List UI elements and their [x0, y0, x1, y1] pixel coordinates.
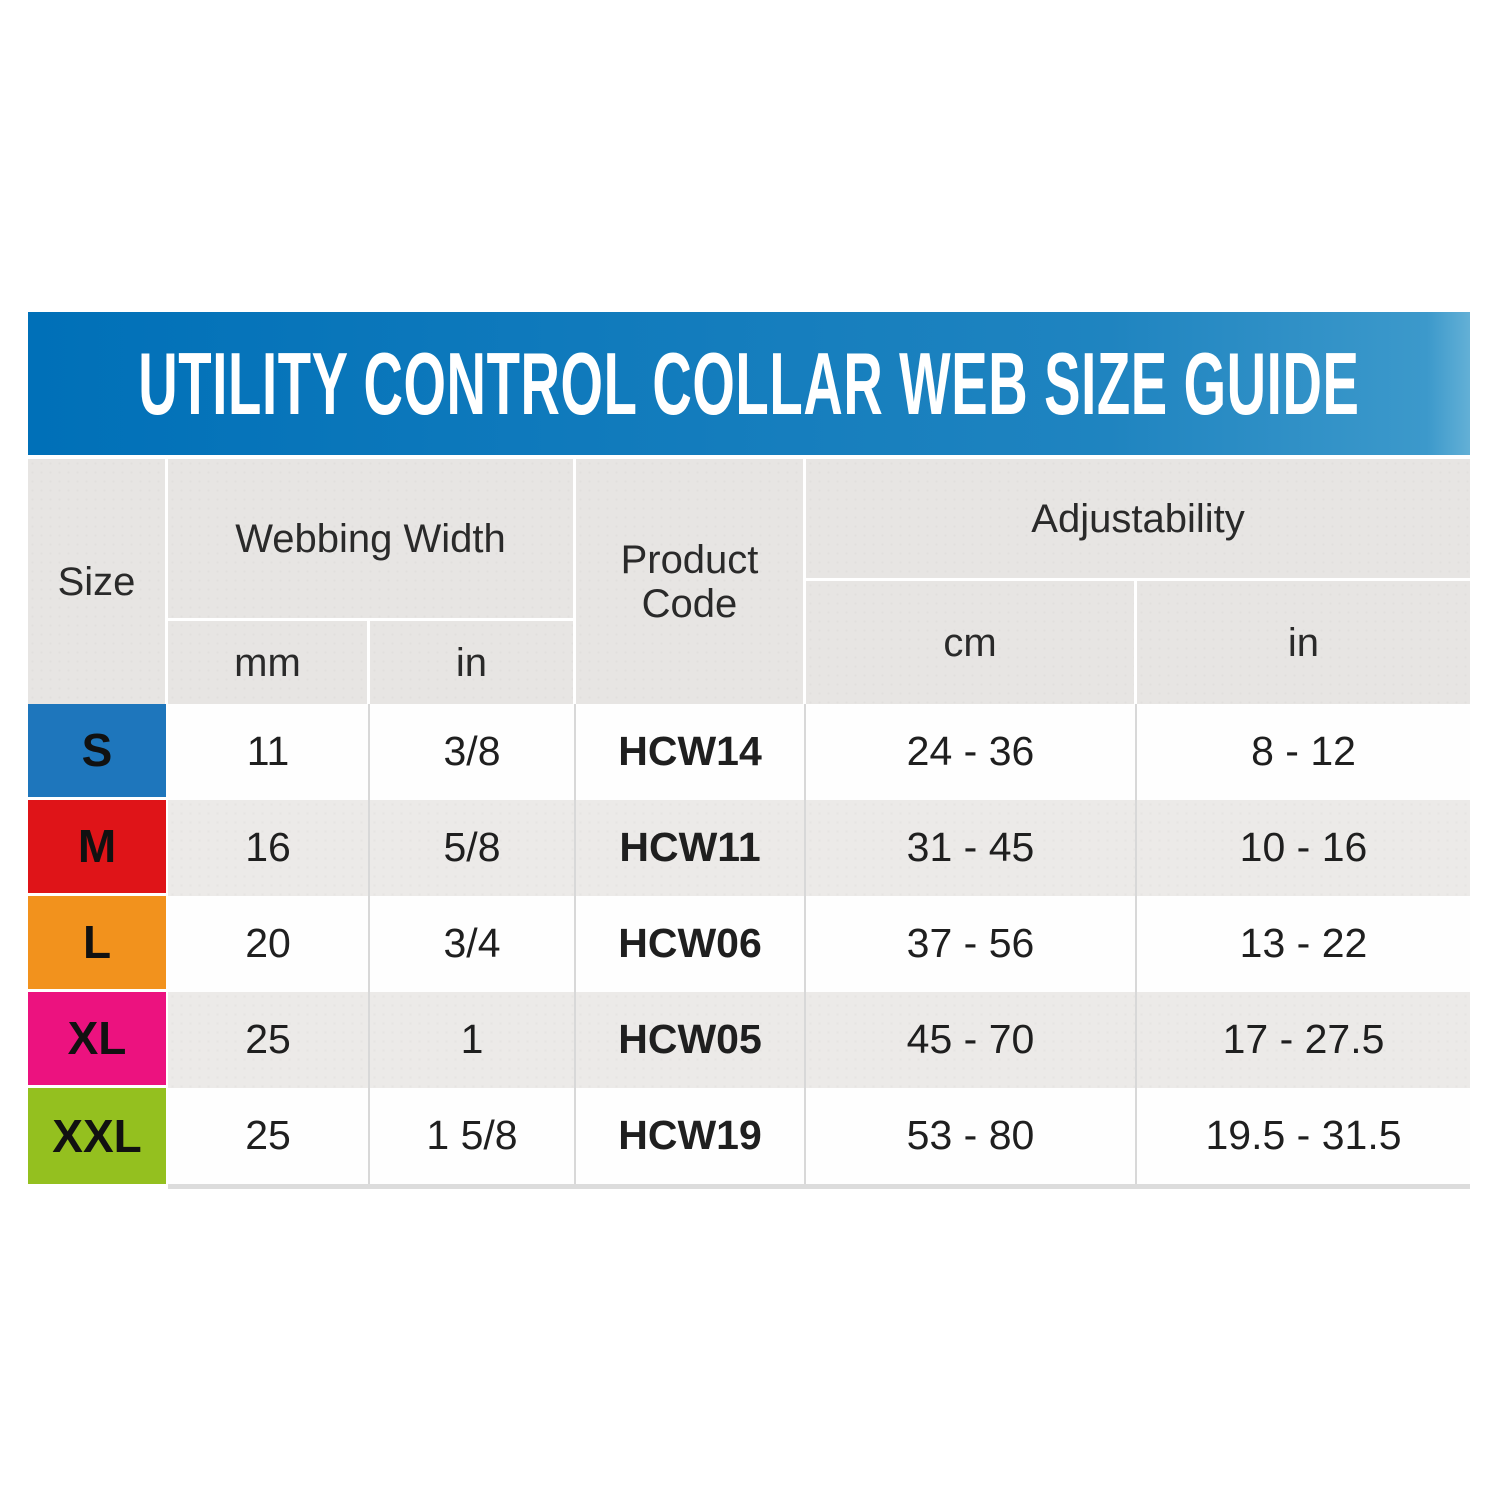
adjustability-cm-cell: 37 - 56 [806, 896, 1137, 992]
webbing-in-cell: 1 5/8 [370, 1088, 576, 1184]
product-code-cell: HCW19 [576, 1088, 806, 1184]
size-label-cell: XXL [28, 1088, 168, 1184]
title-bar: UTILITY CONTROL COLLAR WEB SIZE GUIDE [28, 312, 1470, 455]
table-title: UTILITY CONTROL COLLAR WEB SIZE GUIDE [138, 333, 1360, 433]
product-code-cell: HCW05 [576, 992, 806, 1088]
size-guide-grid: Size Webbing Width mm in Product Code Ad… [28, 459, 1470, 1184]
size-guide-table: UTILITY CONTROL COLLAR WEB SIZE GUIDE Si… [28, 312, 1470, 1189]
adjustability-cm-cell: 53 - 80 [806, 1088, 1137, 1184]
product-code-line2: Code [641, 581, 738, 626]
size-label-cell: M [28, 800, 168, 896]
adjustability-in-cell: 13 - 22 [1137, 896, 1470, 992]
product-code-cell: HCW11 [576, 800, 806, 896]
webbing-mm-cell: 11 [168, 704, 370, 800]
adjustability-in-cell: 10 - 16 [1137, 800, 1470, 896]
adjustability-cm-cell: 45 - 70 [806, 992, 1137, 1088]
size-label-cell: L [28, 896, 168, 992]
webbing-in-cell: 3/4 [370, 896, 576, 992]
webbing-in-cell: 3/8 [370, 704, 576, 800]
webbing-in-cell: 1 [370, 992, 576, 1088]
adjustability-in-cell: 8 - 12 [1137, 704, 1470, 800]
subheader-adjust-in: in [1137, 581, 1470, 704]
webbing-in-cell: 5/8 [370, 800, 576, 896]
webbing-mm-cell: 16 [168, 800, 370, 896]
webbing-mm-cell: 25 [168, 1088, 370, 1184]
product-code-cell: HCW06 [576, 896, 806, 992]
subheader-adjust-cm: cm [806, 581, 1137, 704]
adjustability-in-cell: 19.5 - 31.5 [1137, 1088, 1470, 1184]
adjustability-cm-cell: 31 - 45 [806, 800, 1137, 896]
column-header-size: Size [28, 459, 168, 704]
size-label-cell: XL [28, 992, 168, 1088]
table-bottom-border [168, 1184, 1470, 1189]
adjustability-cm-cell: 24 - 36 [806, 704, 1137, 800]
subheader-webbing-mm: mm [168, 621, 370, 704]
column-header-webbing-width: Webbing Width [168, 459, 576, 621]
adjustability-in-cell: 17 - 27.5 [1137, 992, 1470, 1088]
webbing-mm-cell: 25 [168, 992, 370, 1088]
product-code-line1: Product [620, 537, 759, 582]
size-label-cell: S [28, 704, 168, 800]
column-header-adjustability: Adjustability [806, 459, 1470, 581]
column-header-product-code: Product Code [576, 459, 806, 704]
subheader-webbing-in: in [370, 621, 576, 704]
product-code-cell: HCW14 [576, 704, 806, 800]
webbing-mm-cell: 20 [168, 896, 370, 992]
